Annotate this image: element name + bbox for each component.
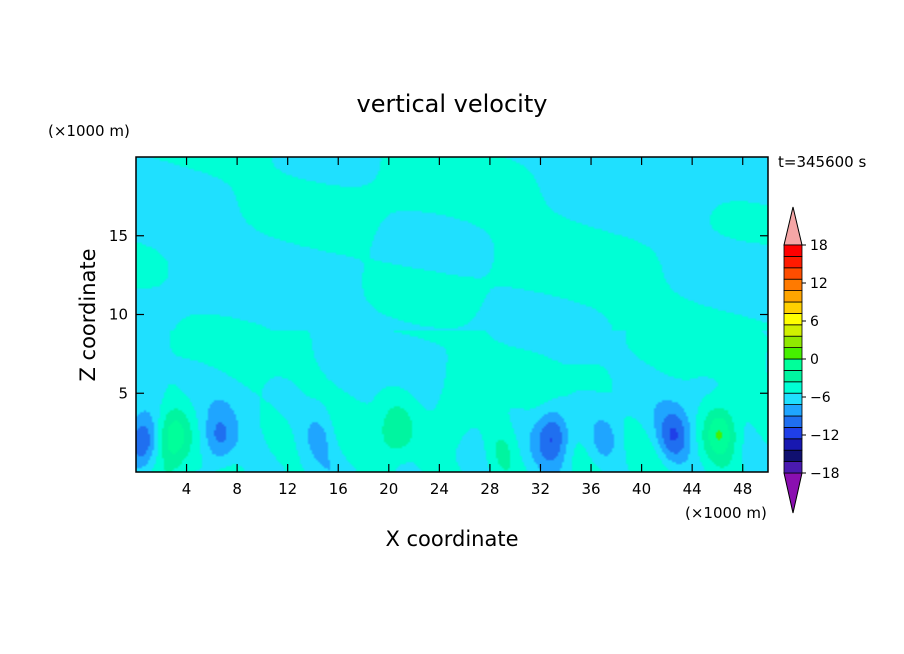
colorbar-cell — [783, 267, 803, 280]
x-tick-label: 32 — [531, 480, 550, 498]
x-tick-label: 20 — [379, 480, 398, 498]
x-tick-label: 44 — [683, 480, 702, 498]
colorbar-tick-label: −6 — [810, 390, 831, 406]
colorbar-tick-label: −12 — [810, 428, 840, 444]
colorbar-cell — [783, 278, 803, 292]
colorbar-cell — [783, 312, 803, 326]
x-tick-label: 16 — [329, 480, 348, 498]
colorbar-cell — [783, 335, 803, 349]
colorbar-tick-label: 18 — [810, 238, 828, 254]
time-label: t=345600 s — [778, 153, 866, 171]
colorbar-cell — [783, 461, 803, 474]
colorbar-cell — [783, 244, 803, 257]
x-axis-label: X coordinate — [385, 527, 518, 551]
colorbar-cell — [783, 381, 803, 394]
y-tick-label: 10 — [109, 306, 128, 324]
colorbar-cell — [783, 324, 803, 337]
x-tick-label: 28 — [480, 480, 499, 498]
x-tick-label: 48 — [733, 480, 752, 498]
colorbar-tick-label: 12 — [810, 276, 828, 292]
y-axis-label: Z coordinate — [76, 248, 100, 381]
colorbar-cell — [783, 290, 803, 303]
x-tick-label: 36 — [581, 480, 600, 498]
colorbar-tick-label: 0 — [810, 352, 819, 368]
colorbar-cell — [783, 426, 803, 440]
colorbar-cell — [783, 369, 803, 383]
y-tick-label: 5 — [118, 384, 128, 402]
colorbar-cell — [783, 255, 803, 269]
colorbar-cell — [783, 347, 803, 360]
colorbar-cell — [783, 415, 803, 428]
colorbar-cell — [783, 449, 803, 463]
contour-plot-area — [136, 157, 768, 472]
x-tick-label: 12 — [278, 480, 297, 498]
colorbar: 18 12 6 0 −6 −12 −18 — [783, 206, 840, 514]
colorbar-tick-label: 6 — [810, 314, 819, 330]
y-axis-ticks: 5 10 15 — [109, 227, 768, 402]
velocity-field — [136, 157, 768, 472]
colorbar-cell — [783, 404, 803, 417]
x-unit-label: (×1000 m) — [685, 504, 767, 522]
x-tick-label: 40 — [632, 480, 651, 498]
chart-title: vertical velocity — [357, 90, 548, 118]
y-tick-label: 15 — [109, 227, 128, 245]
colorbar-cell — [783, 301, 803, 314]
x-tick-label: 8 — [232, 480, 242, 498]
colorbar-tick-label: −18 — [810, 466, 840, 482]
colorbar-cell — [783, 358, 803, 371]
y-unit-label: (×1000 m) — [48, 122, 130, 140]
x-tick-label: 4 — [182, 480, 192, 498]
x-tick-label: 24 — [430, 480, 449, 498]
colorbar-max-triangle — [783, 206, 803, 246]
x-axis-ticks: 4 8 12 16 20 24 28 32 36 40 44 48 — [182, 157, 752, 498]
colorbar-cell — [783, 438, 803, 451]
colorbar-cell — [783, 392, 803, 406]
colorbar-min-triangle — [783, 472, 803, 514]
